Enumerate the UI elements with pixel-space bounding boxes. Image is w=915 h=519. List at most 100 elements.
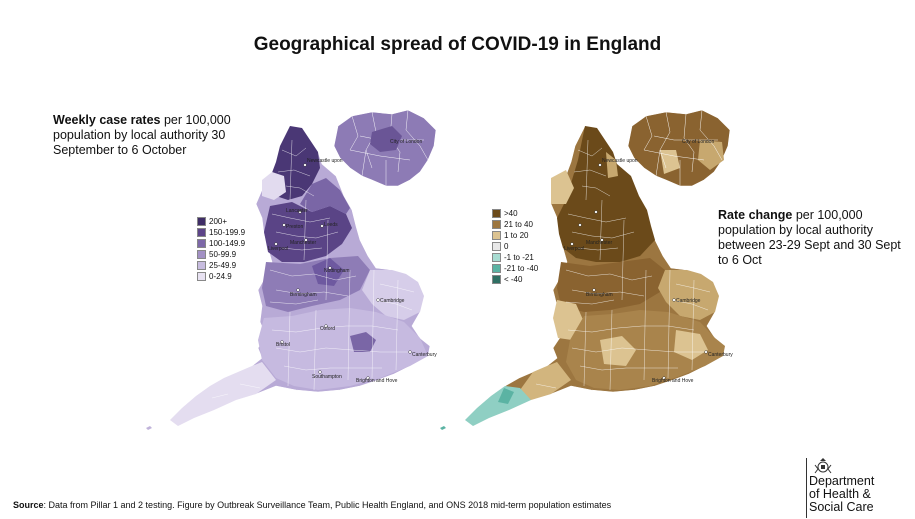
south-west-left [170, 362, 276, 426]
rate-change-legend-item: -21 to -40 [492, 263, 538, 274]
case-rate-legend-item: 200+ [197, 216, 245, 227]
label-leeds-left: Leeds [324, 222, 338, 228]
label-liverpool-left: Liverpool [268, 246, 288, 252]
south-left [258, 308, 428, 390]
london-boroughs-right [643, 109, 723, 186]
rate-change-legend-item: 0 [492, 241, 538, 252]
city-markers-right [570, 163, 708, 380]
right-desc-rest: per 100,000 population by local authorit… [718, 208, 901, 267]
right-desc-bold: Rate change [718, 208, 793, 222]
label-canterbury-left: Canterbury [412, 352, 437, 358]
label-canterbury-right: Canterbury [708, 352, 733, 358]
rate-change-legend-label: 21 to 40 [504, 220, 533, 229]
label-brighton-left: Brighton and Hove [356, 378, 398, 384]
label-bristol-left: Bristol [276, 342, 290, 348]
label-manchester-left: Manchester [290, 240, 316, 246]
left-desc-bold: Weekly case rates [53, 113, 161, 127]
rate-change-legend-item: < -40 [492, 274, 538, 285]
label-city-of-london-right: City of London [682, 139, 714, 145]
east-left [362, 270, 424, 320]
label-birmingham-left: Birmingham [290, 292, 317, 298]
label-liverpool-right: Liverpool [564, 246, 584, 252]
case-rate-legend-swatch [197, 261, 206, 270]
southeast-light-right [674, 330, 708, 360]
label-oxford-left: Oxford [320, 326, 335, 332]
rate-change-legend-swatch [492, 231, 501, 240]
rate-change-legend-label: 1 to 20 [504, 231, 529, 240]
left-desc-rest: per 100,000 population by local authorit… [53, 113, 231, 157]
dept-line-3: Social Care [809, 500, 874, 514]
right-map-description: Rate change per 100,000 population by lo… [718, 208, 903, 268]
label-cambridge-right: Cambridge [676, 298, 701, 304]
rate-change-legend-label: >40 [504, 209, 518, 218]
dept-line-2: of Health & [809, 487, 871, 501]
rate-change-legend-swatch [492, 220, 501, 229]
left-map-description: Weekly case rates per 100,000 population… [53, 113, 253, 158]
source-label: Source [13, 500, 44, 510]
isles-of-scilly-right [440, 426, 446, 430]
south-west-right [520, 362, 571, 400]
rate-change-legend-item: 1 to 20 [492, 230, 538, 241]
case-rate-legend-label: 0-24.9 [209, 272, 232, 281]
rate-change-legend-item: -1 to -21 [492, 252, 538, 263]
rate-change-legend-swatch [492, 264, 501, 273]
east-midlands-left [312, 258, 344, 286]
district-boundaries-right [535, 139, 711, 391]
label-newcastle-left: Newcastle upon [307, 158, 343, 164]
london-left [350, 332, 376, 352]
case-rate-legend-swatch [197, 239, 206, 248]
case-rate-legend-label: 200+ [209, 217, 228, 226]
rate-change-legend-item: 21 to 40 [492, 219, 538, 230]
east-right [658, 270, 719, 320]
cumbria-light-left [262, 172, 286, 200]
rate-change-legend-label: 0 [504, 242, 509, 251]
case-rate-legend-item: 150-199.9 [197, 227, 245, 238]
label-manchester-right: Manchester [586, 240, 612, 246]
cumbria-right [551, 170, 574, 204]
royal-crest-icon [814, 458, 832, 474]
rate-change-legend-swatch [492, 209, 501, 218]
case-rate-legend: 200+ 150-199.9 100-149.9 50-99.9 25-49.9 0-24… [197, 216, 245, 282]
case-rate-legend-item: 25-49.9 [197, 260, 245, 271]
page-title: Geographical spread of COVID-19 in Engla… [253, 34, 662, 55]
label-city-of-london-left: City of London [390, 139, 422, 145]
rate-change-legend-label: < -40 [504, 275, 523, 284]
source-note: Source: Data from Pillar 1 and 2 testing… [13, 500, 611, 510]
case-rate-legend-swatch [197, 217, 206, 226]
case-rate-legend-swatch [197, 250, 206, 259]
label-newcastle-right: Newcastle upon [602, 158, 638, 164]
label-nottingham-left: Nottingham [324, 268, 350, 274]
midlands-right [557, 258, 665, 312]
rate-change-legend-swatch [492, 253, 501, 262]
cornwall-right [465, 386, 531, 426]
case-rate-legend-label: 150-199.9 [209, 228, 246, 237]
south-light-right [600, 336, 636, 366]
label-lancaster-left: Lancaster [286, 208, 308, 214]
rate-change-legend: >40 21 to 40 1 to 20 0 -1 to -21 -21 to -40 < … [492, 208, 538, 285]
label-cambridge-left: Cambridge [380, 298, 405, 304]
department-logo-text: Department of Health & Social Care [809, 475, 909, 514]
label-southampton-left: Southampton [312, 374, 342, 380]
yorkshire-left [300, 178, 350, 214]
case-rate-legend-label: 100-149.9 [209, 239, 246, 248]
case-rate-legend-swatch [197, 228, 206, 237]
north-region-right [557, 126, 655, 262]
london-inset-left-dark [370, 126, 402, 152]
case-rate-legend-label: 25-49.9 [209, 261, 237, 270]
dept-line-1: Department [809, 474, 875, 488]
label-preston-left: Preston [286, 224, 303, 230]
rate-change-legend-label: -1 to -21 [504, 253, 534, 262]
case-rate-legend-item: 50-99.9 [197, 249, 245, 260]
department-divider [806, 458, 807, 518]
rate-change-legend-swatch [492, 242, 501, 251]
district-boundaries-left [211, 139, 415, 399]
isles-of-scilly-left [146, 426, 152, 430]
city-markers-left [274, 163, 412, 380]
case-rate-legend-item: 0-24.9 [197, 271, 245, 282]
rate-change-legend-item: >40 [492, 208, 538, 219]
rate-change-legend-swatch [492, 275, 501, 284]
source-text: : Data from Pillar 1 and 2 testing. Figu… [43, 500, 612, 510]
rate-change-legend-label: -21 to -40 [504, 264, 539, 273]
